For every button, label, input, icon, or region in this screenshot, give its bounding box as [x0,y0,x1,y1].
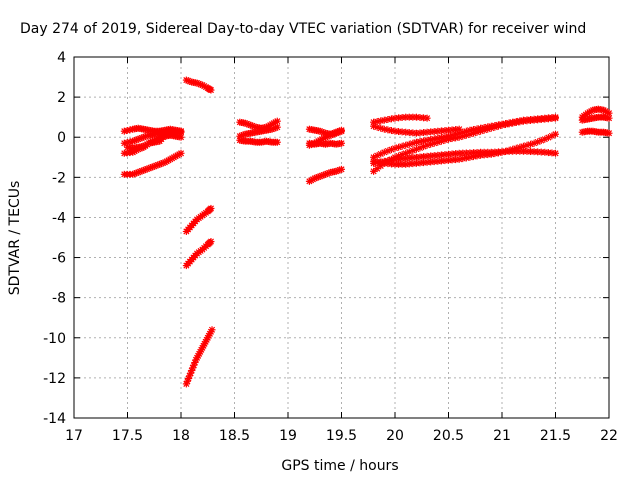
series-arc4-d [305,165,345,185]
series-arc2-d [182,326,216,388]
x-tick-label: 17.5 [112,428,143,444]
series-arc3-c [236,123,281,140]
x-tick-label: 19 [279,428,297,444]
y-tick-label: -10 [43,331,66,347]
series-arc6-b [578,113,613,124]
y-tick-label: -14 [43,411,66,427]
data-point [207,86,215,94]
data-point [552,130,559,138]
x-tick-labels: 17 17.5 18 18.5 19 19.5 20 20.5 21 21.5 22 [65,428,618,444]
data-point [177,127,185,135]
y-axis-label: SDTVAR / TECUs [7,181,23,296]
data-point [527,140,535,148]
series-arc5-b [370,122,463,137]
data-point [338,127,345,135]
y-tick-label: -4 [52,210,66,226]
y-tick-label: 2 [57,90,66,106]
data-point [370,122,378,130]
data-point [605,129,613,137]
data-point [552,113,559,121]
y-tick-label: 0 [57,130,66,146]
data-point [505,146,513,154]
data-point [552,149,559,157]
data-point [177,133,185,141]
x-axis-label: GPS time / hours [281,458,398,474]
series-arc2-a [182,76,215,94]
grid [74,57,609,418]
x-tick-label: 19.5 [326,428,357,444]
y-tick-label: -8 [52,291,66,307]
series-arc3-b [236,136,281,146]
y-tick-label: -2 [52,170,66,186]
data-point [405,140,413,148]
series-arc2-c [182,238,215,270]
y-tick-label: -12 [43,371,66,387]
data-point [498,148,506,156]
x-tick-label: 17 [65,428,83,444]
data-point [423,114,431,122]
y-tick-labels: -14 -12 -10 -8 -6 -4 -2 0 2 4 [43,50,66,427]
data-point [605,114,613,122]
data-points [120,76,613,388]
data-point [534,148,542,156]
data-point [448,131,456,139]
x-tick-label: 18 [172,428,190,444]
series-arc5-a [370,113,431,126]
data-point [416,144,424,152]
series-arc5-e [370,113,559,161]
series-arc1-d [124,127,185,152]
data-point [516,143,524,151]
data-point [373,165,381,173]
axis-ticks [73,56,610,419]
data-point [207,238,215,246]
data-point [338,165,345,173]
y-tick-label: 4 [57,50,66,66]
data-point [445,132,452,140]
data-point [370,167,378,175]
x-tick-label: 21 [493,428,511,444]
data-point [207,204,215,212]
data-point [208,326,216,334]
x-tick-label: 20 [386,428,404,444]
data-point [273,138,281,146]
x-tick-label: 18.5 [219,428,250,444]
series-arc4-c [305,139,345,148]
data-point [273,117,281,125]
data-point [391,144,399,152]
data-point [462,127,470,135]
chart-title: Day 274 of 2019, Sidereal Day-to-day VTE… [20,21,586,37]
x-tick-label: 21.5 [540,428,571,444]
x-tick-label: 22 [600,428,618,444]
data-point [177,149,185,157]
y-tick-label: -6 [52,251,66,267]
data-point [459,128,467,136]
series-arc5-f [370,130,559,168]
data-point [455,129,463,137]
x-tick-label: 20.5 [433,428,464,444]
series-arc2-b [182,204,215,235]
series-arc6-c [578,127,613,137]
data-point [273,123,281,131]
series-arc1-e [120,149,185,178]
data-point [338,139,345,147]
data-point [452,130,460,138]
